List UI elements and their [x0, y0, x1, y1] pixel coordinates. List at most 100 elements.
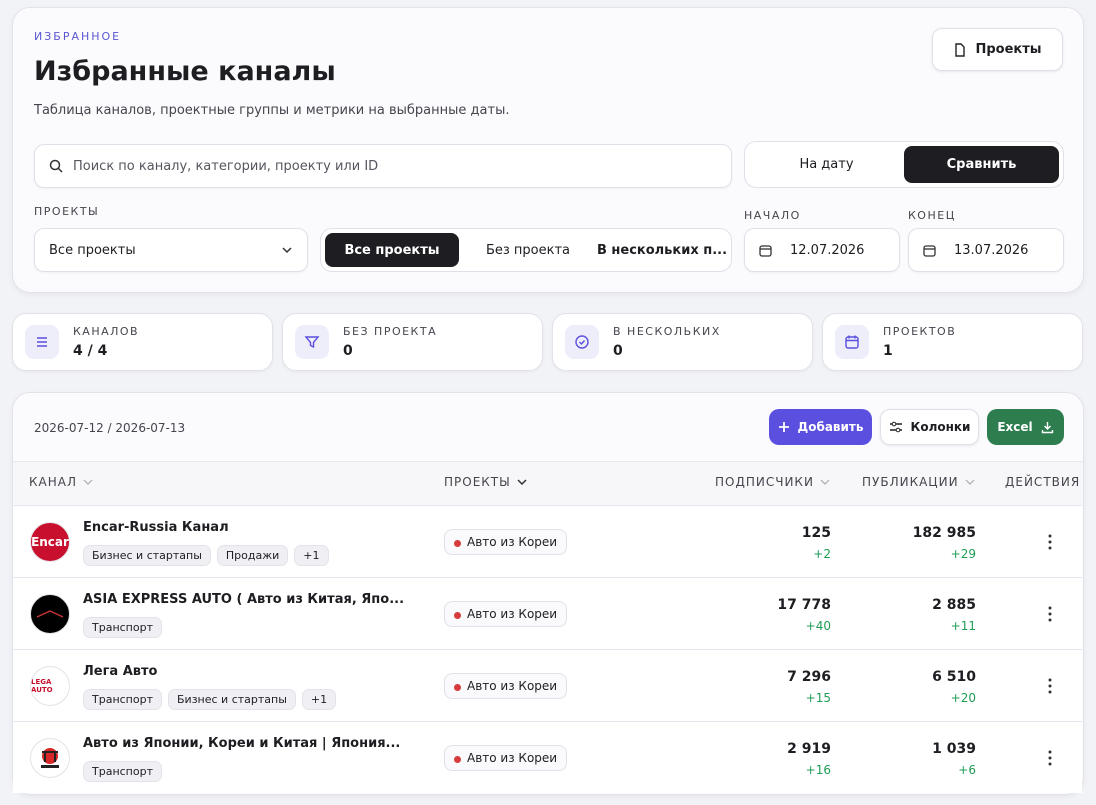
logo-text: Encar: [31, 535, 69, 549]
download-icon: [1041, 421, 1053, 433]
subscribers-delta: +16: [805, 763, 831, 777]
column-header[interactable]: ПУБЛИКАЦИИ: [862, 475, 975, 489]
header-card: ИЗБРАННОЕ Избранные каналы Таблица канал…: [12, 7, 1084, 293]
posts: 2 885: [932, 597, 976, 613]
row-actions[interactable]: [1040, 532, 1060, 552]
mode-switch: На дату Сравнить: [744, 141, 1064, 188]
plus-icon: [778, 422, 789, 432]
icon: [37, 337, 47, 347]
search-placeholder: Поиск по каналу, категории, проекту или …: [73, 158, 379, 174]
projects-select[interactable]: Все проекты: [34, 228, 308, 272]
icon: [845, 335, 859, 349]
channel-name[interactable]: Авто из Японии, Кореи и Китая | Япония..…: [83, 736, 401, 751]
stat-icon: [835, 325, 869, 359]
tag: +1: [294, 545, 329, 566]
excel-button[interactable]: Excel: [987, 409, 1064, 445]
subscribers: 125: [801, 525, 831, 541]
stat-value: 1: [883, 343, 893, 359]
start-label: НАЧАЛО: [744, 209, 801, 222]
start-date[interactable]: 12.07.2026: [744, 228, 900, 272]
project-tab-active[interactable]: Все проекты: [325, 233, 459, 267]
stat-label: БЕЗ ПРОЕКТА: [343, 325, 438, 338]
channel-logo: LEGA AUTO: [30, 666, 70, 706]
column-header[interactable]: ПРОЕКТЫ: [444, 475, 527, 489]
subscribers: 2 919: [787, 741, 831, 757]
projects-button[interactable]: Проекты: [932, 28, 1063, 71]
icon: [575, 335, 589, 349]
stat-label: В НЕСКОЛЬКИХ: [613, 325, 721, 338]
column-title: ПРОЕКТЫ: [444, 475, 511, 489]
project-tab[interactable]: В нескольких п...: [597, 242, 727, 258]
channel-tags: Бизнес и стартапы Продажи +1: [83, 544, 335, 566]
search-icon: [49, 159, 63, 173]
row-actions[interactable]: [1040, 604, 1060, 624]
sort-icon: [517, 479, 527, 485]
stat-card: В НЕСКОЛЬКИХ 0: [552, 313, 813, 371]
sliders-icon: [889, 421, 902, 433]
column-title: ПОДПИСЧИКИ: [715, 475, 814, 489]
table-header: [13, 461, 1083, 506]
posts-delta: +20: [950, 691, 976, 705]
table-row: Encar Encar-Russia Канал Бизнес и стартапы…: [13, 505, 1082, 577]
project-pill: Авто из Кореи: [444, 745, 568, 771]
table-row: ASIA EXPRESS AUTO ( Авто из Китая, Япо..…: [13, 577, 1082, 649]
stat-icon: [295, 325, 329, 359]
icon: [304, 336, 320, 349]
end-date[interactable]: 13.07.2026: [908, 228, 1064, 272]
posts-delta: +11: [950, 619, 976, 633]
start-date-value: 12.07.2026: [790, 242, 865, 258]
column-title: ДЕЙСТВИЯ: [1005, 475, 1081, 489]
stat-card: ПРОЕКТОВ 1: [822, 313, 1083, 371]
posts-delta: +6: [958, 763, 976, 777]
tag: Транспорт: [83, 761, 162, 782]
calendar-icon: [923, 244, 936, 257]
stat-icon: [25, 325, 59, 359]
add-button-label: Добавить: [797, 420, 864, 434]
projects-label: ПРОЕКТЫ: [34, 205, 100, 218]
subscribers-delta: +40: [805, 619, 831, 633]
column-header: ДЕЙСТВИЯ: [1005, 475, 1080, 489]
mode-tab[interactable]: На дату: [799, 157, 854, 172]
channel-logo: Encar: [30, 522, 70, 562]
logo-mark: [41, 748, 59, 768]
channel-name[interactable]: ASIA EXPRESS AUTO ( Авто из Китая, Япо..…: [83, 592, 405, 607]
channel-tags: Транспорт: [83, 760, 168, 782]
mode-tab-active[interactable]: Сравнить: [904, 146, 1059, 183]
search-input[interactable]: Поиск по каналу, категории, проекту или …: [34, 144, 732, 188]
eyebrow: ИЗБРАННОЕ: [34, 30, 122, 43]
stat-label: ПРОЕКТОВ: [883, 325, 957, 338]
channel-name[interactable]: Лега Авто: [83, 664, 158, 679]
project-tab[interactable]: Без проекта: [485, 242, 571, 258]
calendar-icon: [759, 244, 772, 257]
excel-button-label: Excel: [997, 420, 1033, 434]
subscribers-delta: +2: [813, 547, 831, 561]
column-title: КАНАЛ: [29, 475, 77, 489]
subscribers-delta: +15: [805, 691, 831, 705]
projects-button-label: Проекты: [975, 42, 1042, 57]
tag: Продажи: [216, 545, 289, 566]
posts: 1 039: [932, 741, 976, 757]
project-tabs: Все проекты Без проекта В нескольких п..…: [320, 228, 732, 272]
table-row: Авто из Японии, Кореи и Китая | Япония..…: [13, 721, 1082, 793]
more-icon: [1048, 750, 1052, 766]
channel-tags: Транспорт Бизнес и стартапы +1: [83, 688, 342, 710]
file-icon: [955, 42, 966, 57]
channel-name[interactable]: Encar-Russia Канал: [83, 520, 229, 535]
chevron: [282, 247, 292, 254]
column-header[interactable]: КАНАЛ: [29, 475, 93, 489]
column-header[interactable]: ПОДПИСЧИКИ: [715, 475, 830, 489]
logo-mark: [36, 610, 64, 618]
columns-button[interactable]: Колонки: [880, 409, 979, 445]
stat-card: БЕЗ ПРОЕКТА 0: [282, 313, 543, 371]
sort-icon: [965, 479, 975, 485]
end-label: КОНЕЦ: [908, 209, 956, 222]
add-button[interactable]: Добавить: [769, 409, 872, 445]
project-pill: Авто из Кореи: [444, 601, 568, 627]
channel-logo: [30, 594, 70, 634]
row-actions[interactable]: [1040, 748, 1060, 768]
more-icon: [1048, 678, 1052, 694]
row-actions[interactable]: [1040, 676, 1060, 696]
project-pill: Авто из Кореи: [444, 673, 568, 699]
channel-logo: [30, 738, 70, 778]
sort-icon: [83, 479, 93, 485]
